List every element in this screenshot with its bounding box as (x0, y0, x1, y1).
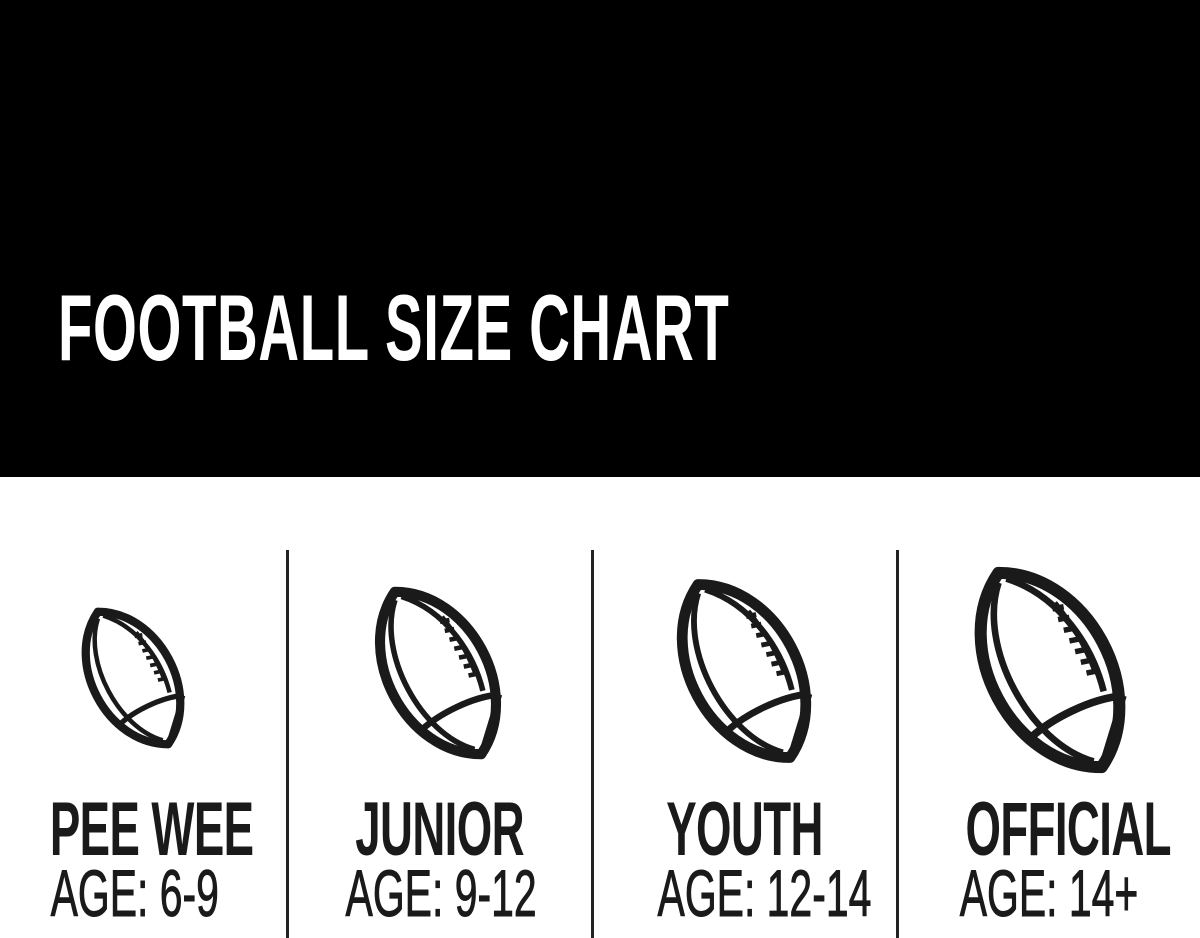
football-icon (676, 579, 813, 763)
size-age-text: AGE: 14+ (960, 856, 1139, 930)
size-name-text: YOUTH (666, 787, 823, 872)
football-icon (374, 586, 503, 760)
size-name: OFFICIAL (897, 792, 1200, 868)
divider (286, 550, 289, 938)
football-icon (974, 566, 1127, 774)
divider (591, 550, 594, 938)
size-age: AGE: 14+ (897, 856, 1200, 930)
size-name: PEE WEE (0, 792, 287, 868)
page-title: FOOTBALL SIZE CHART (58, 275, 730, 380)
size-age-text: AGE: 9-12 (345, 856, 537, 930)
size-age: AGE: 12-14 (592, 856, 897, 930)
size-name-text: OFFICIAL (965, 787, 1171, 872)
header-banner: FOOTBALL SIZE CHART (0, 0, 1200, 477)
size-name: YOUTH (592, 792, 897, 868)
size-name-text: PEE WEE (49, 787, 254, 872)
size-age-text: AGE: 12-14 (657, 856, 872, 930)
size-name: JUNIOR (287, 792, 592, 868)
divider (896, 550, 899, 938)
size-name-text: JUNIOR (355, 787, 524, 872)
football-icon (81, 607, 186, 749)
size-age: AGE: 9-12 (287, 856, 592, 930)
size-age: AGE: 6-9 (0, 856, 287, 930)
size-age-text: AGE: 6-9 (50, 856, 219, 930)
